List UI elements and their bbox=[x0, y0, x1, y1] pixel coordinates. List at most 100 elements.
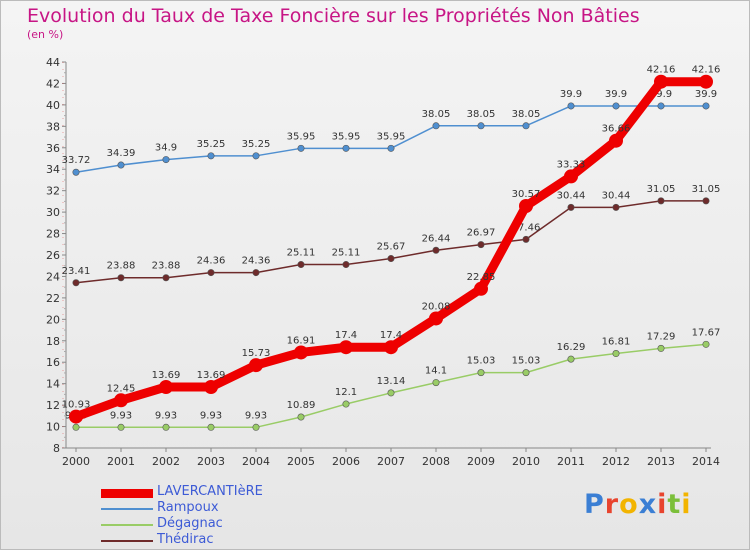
y-tick-label: 26 bbox=[46, 249, 60, 262]
data-label: 42.16 bbox=[647, 65, 676, 76]
data-label: 14.1 bbox=[425, 366, 447, 377]
data-label: 39.9 bbox=[560, 89, 582, 100]
data-point bbox=[612, 102, 620, 110]
legend-swatch bbox=[101, 488, 153, 498]
data-label: 35.95 bbox=[332, 131, 361, 142]
data-point bbox=[159, 379, 173, 394]
x-tick-label: 2009 bbox=[467, 455, 495, 468]
data-point bbox=[162, 156, 170, 164]
proxiti-logo[interactable]: Proxiti bbox=[584, 489, 692, 520]
data-label: 25.11 bbox=[332, 248, 361, 259]
series-rampoux: 33.72 34.39 34.9 35.25 35.25 35.95 35.95 35.95 3… bbox=[62, 89, 717, 176]
data-point bbox=[612, 203, 620, 211]
series-th-dirac: 23.41 23.88 23.88 24.36 24.36 25.11 25.11 25.67… bbox=[62, 184, 721, 287]
x-tick-label: 2014 bbox=[692, 455, 720, 468]
data-point bbox=[342, 261, 350, 269]
x-tick-label: 2013 bbox=[647, 455, 675, 468]
data-label: 26.97 bbox=[467, 228, 496, 239]
data-point bbox=[702, 197, 710, 205]
data-label: 31.05 bbox=[692, 184, 721, 195]
data-point bbox=[567, 203, 575, 211]
data-label: 16.91 bbox=[287, 335, 316, 346]
data-label: 38.05 bbox=[512, 109, 541, 120]
data-label: 13.69 bbox=[152, 370, 181, 381]
y-tick-label: 36 bbox=[46, 142, 60, 155]
data-label: 23.88 bbox=[107, 261, 136, 272]
data-point bbox=[297, 261, 305, 269]
data-point bbox=[522, 122, 530, 130]
data-point bbox=[72, 423, 80, 431]
data-point bbox=[429, 311, 443, 326]
y-tick-label: 32 bbox=[46, 185, 60, 198]
data-label: 9.93 bbox=[245, 410, 267, 421]
data-label: 33.72 bbox=[62, 155, 91, 166]
data-label: 42.16 bbox=[692, 65, 721, 76]
data-label: 23.41 bbox=[62, 266, 91, 277]
data-point bbox=[294, 345, 308, 360]
data-point bbox=[384, 340, 398, 355]
data-label: 30.57 bbox=[512, 189, 541, 200]
data-label: 13.69 bbox=[197, 370, 226, 381]
data-label: 34.9 bbox=[155, 143, 177, 154]
data-point bbox=[387, 255, 395, 263]
data-point bbox=[474, 281, 488, 296]
data-point bbox=[114, 393, 128, 408]
data-point bbox=[657, 102, 665, 110]
data-point bbox=[69, 409, 83, 424]
data-point bbox=[249, 358, 263, 373]
data-label: 24.36 bbox=[197, 256, 226, 267]
data-label: 22.85 bbox=[467, 272, 496, 283]
y-tick-label: 44 bbox=[46, 56, 60, 69]
data-point bbox=[702, 102, 710, 110]
data-label: 15.03 bbox=[467, 356, 496, 367]
data-label: 39.9 bbox=[605, 89, 627, 100]
y-tick-label: 28 bbox=[46, 228, 60, 241]
chart-title: Evolution du Taux de Taxe Foncière sur l… bbox=[27, 5, 640, 27]
data-label: 26.44 bbox=[422, 233, 451, 244]
legend-label: Dégagnac bbox=[157, 516, 223, 531]
data-point bbox=[117, 423, 125, 431]
x-tick-label: 2004 bbox=[242, 455, 270, 468]
data-label: 9.93 bbox=[155, 410, 177, 421]
x-tick-label: 2012 bbox=[602, 455, 630, 468]
data-point bbox=[432, 246, 440, 254]
legend-label: Rampoux bbox=[157, 500, 219, 515]
data-label: 35.25 bbox=[197, 139, 226, 150]
data-label: 16.81 bbox=[602, 337, 631, 348]
data-label: 17.67 bbox=[692, 327, 721, 338]
data-label: 35.95 bbox=[287, 131, 316, 142]
data-point bbox=[117, 161, 125, 169]
x-tick-label: 2001 bbox=[107, 455, 135, 468]
data-point bbox=[477, 241, 485, 249]
data-label: 20.08 bbox=[422, 301, 451, 312]
y-tick-label: 40 bbox=[46, 99, 60, 112]
data-point bbox=[477, 369, 485, 377]
data-label: 35.95 bbox=[377, 131, 406, 142]
data-label: 10.89 bbox=[287, 400, 316, 411]
data-point bbox=[297, 413, 305, 421]
data-label: 13.14 bbox=[377, 376, 406, 387]
legend-swatch bbox=[101, 508, 153, 510]
data-label: 39.9 bbox=[695, 89, 717, 100]
data-point bbox=[252, 269, 260, 277]
legend-swatch bbox=[101, 540, 153, 542]
data-label: 34.39 bbox=[107, 148, 136, 159]
data-point bbox=[699, 74, 713, 89]
data-label: 10.93 bbox=[62, 400, 91, 411]
data-label: 17.29 bbox=[647, 331, 676, 342]
data-label: 35.25 bbox=[242, 139, 271, 150]
y-tick-label: 10 bbox=[46, 421, 60, 434]
data-point bbox=[519, 198, 533, 213]
data-label: 36.66 bbox=[602, 124, 631, 135]
data-point bbox=[564, 169, 578, 184]
data-label: 16.29 bbox=[557, 342, 586, 353]
x-tick-label: 2003 bbox=[197, 455, 225, 468]
data-point bbox=[252, 423, 260, 431]
data-label: 9.93 bbox=[200, 410, 222, 421]
data-label: 33.33 bbox=[557, 159, 586, 170]
data-point bbox=[252, 152, 260, 160]
legend-label: Thédirac bbox=[157, 532, 214, 547]
data-point bbox=[612, 350, 620, 358]
data-point bbox=[657, 197, 665, 205]
